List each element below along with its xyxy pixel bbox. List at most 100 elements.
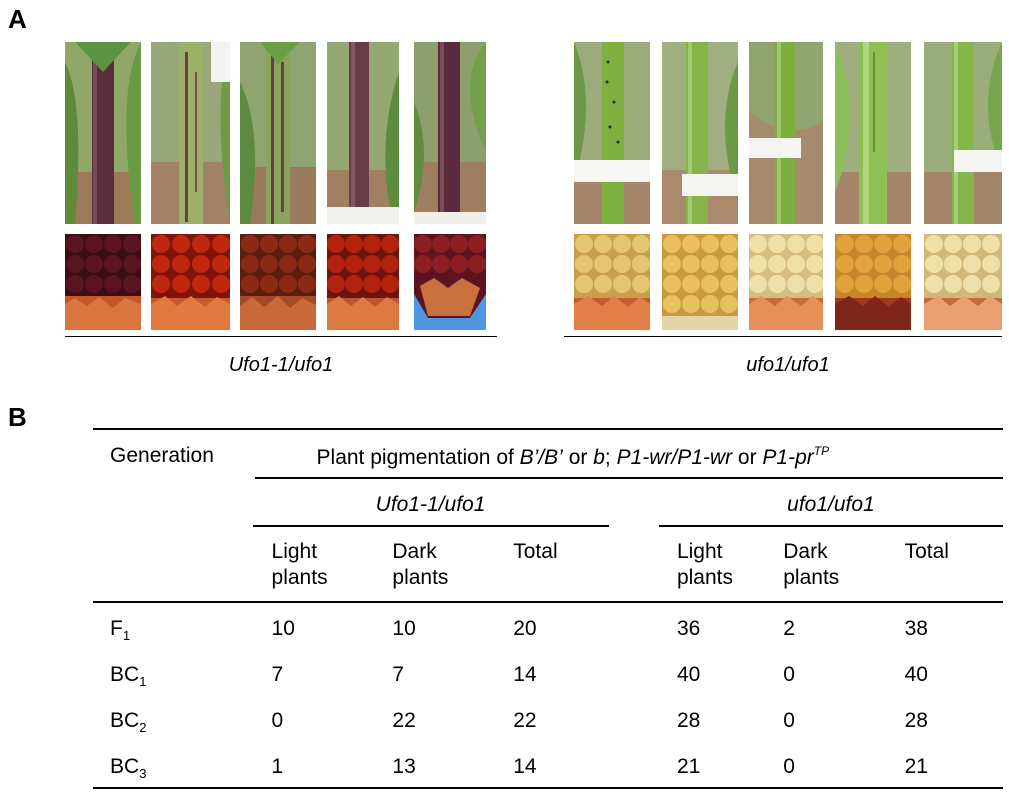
kernel-photo <box>749 234 823 330</box>
genotype-label: ufo1/ufo1 <box>746 354 830 376</box>
col-dark-word: Dark <box>783 540 828 563</box>
cell-left-light: 0 <box>271 709 284 732</box>
cell-right-total: 38 <box>904 617 928 640</box>
kernel-photo <box>835 234 911 330</box>
generation-cell: F1 <box>93 602 255 651</box>
header-row-columns: Light plants Dark plants Total Light plants… <box>93 527 1003 603</box>
header-row-groups: Ufo1-1/ufo1 ufo1/ufo1 <box>93 478 1003 527</box>
cell-right-dark: 0 <box>783 709 795 732</box>
cell-right-dark: 0 <box>783 663 795 686</box>
table-row: BC3 1 13 14 21 0 21 <box>93 743 1003 789</box>
kernel-photo <box>662 234 738 330</box>
group-underline <box>564 336 1002 337</box>
header-allele: P1-wr/P1-wr <box>616 446 733 469</box>
cell-left-light: 7 <box>271 663 284 686</box>
kernel-photo <box>574 234 650 330</box>
stalk-photo <box>240 42 316 224</box>
col-light-word: Light <box>271 540 318 563</box>
header-row-main: Generation Plant pigmentation of B’/B’ o… <box>93 428 1003 479</box>
empty-cell <box>93 527 255 603</box>
stalk-photo <box>327 42 399 224</box>
header-text: ; <box>604 446 617 469</box>
stalk-photo <box>835 42 911 224</box>
col-plants-word: plants <box>783 566 840 589</box>
cell-left-dark: 7 <box>392 663 405 686</box>
kernel-photo <box>414 234 486 330</box>
panel-b-letter: B <box>8 402 27 432</box>
cell-left-total: 14 <box>513 663 537 686</box>
stalk-photo <box>574 42 650 224</box>
cell-right-light: 28 <box>676 709 701 732</box>
kernel-photo <box>924 234 1002 330</box>
cell-left-light: 1 <box>254 743 373 789</box>
stalk-photo <box>151 42 230 224</box>
cell-left-dark: 10 <box>392 617 416 640</box>
col-dark-left: Dark plants <box>372 527 494 603</box>
stalk-photo <box>414 42 486 224</box>
stalk-photo <box>749 42 823 224</box>
stalk-photo <box>924 42 1002 224</box>
cell-right-total: 21 <box>884 743 1003 789</box>
panel-a-letter: A <box>8 4 27 34</box>
cell-right-total: 40 <box>904 663 928 686</box>
header-text: Plant pigmentation of <box>316 446 520 469</box>
header-text: or <box>732 446 763 469</box>
group-right-header: ufo1/ufo1 <box>658 493 1003 527</box>
col-total-right: Total <box>884 527 1003 603</box>
col-total-left: Total <box>493 527 657 603</box>
kernel-photo <box>240 234 316 330</box>
col-dark-right: Dark plants <box>763 527 885 603</box>
col-light-right: Light plants <box>656 527 764 603</box>
generation-cell: BC3 <box>93 743 255 789</box>
col-light-word: Light <box>676 540 723 563</box>
stalk-photo <box>662 42 738 224</box>
cell-right-total: 28 <box>904 709 928 732</box>
pigmentation-header: Plant pigmentation of B’/B’ or b; P1-wr/… <box>254 428 1003 479</box>
col-plants-word: plants <box>392 566 449 589</box>
generation-name: BC <box>110 663 140 686</box>
group-right-cell: ufo1/ufo1 <box>657 478 1003 527</box>
generation-subscript: 1 <box>139 674 147 689</box>
cell-right-dark: 0 <box>763 743 885 789</box>
genotype-label: Ufo1-1/ufo1 <box>228 354 334 376</box>
kernel-photo <box>65 234 141 330</box>
cell-left-total: 22 <box>513 709 537 732</box>
empty-cell <box>93 478 255 527</box>
cell-left-dark: 22 <box>392 709 416 732</box>
group-left-header: Ufo1-1/ufo1 <box>252 493 609 527</box>
table-row: BC2 0 22 22 28 0 28 <box>93 697 1003 743</box>
stalk-photo <box>65 42 141 224</box>
cell-left-total: 20 <box>513 617 537 640</box>
table-row: BC1 7 7 14 40 0 40 <box>93 651 1003 697</box>
kernel-photo <box>151 234 230 330</box>
segregation-table: Generation Plant pigmentation of B’/B’ o… <box>93 428 1003 789</box>
cell-left-light: 10 <box>271 617 295 640</box>
generation-cell: BC1 <box>93 651 255 697</box>
col-dark-word: Dark <box>392 540 437 563</box>
generation-header: Generation <box>93 428 255 478</box>
cell-right-light: 36 <box>676 617 701 640</box>
header-allele: b <box>593 446 605 469</box>
generation-subscript: 2 <box>139 720 147 735</box>
col-plants-word: plants <box>676 566 733 589</box>
header-allele: B’/B’ <box>519 446 563 469</box>
table-row: F1 10 10 20 36 2 38 <box>93 602 1003 651</box>
header-superscript: TP <box>813 444 830 458</box>
header-text: or <box>562 446 594 469</box>
col-light-left: Light plants <box>254 527 373 603</box>
generation-subscript: 3 <box>139 766 147 781</box>
generation-subscript: 1 <box>122 628 131 643</box>
group-left-cell: Ufo1-1/ufo1 <box>252 478 657 527</box>
generation-name: BC <box>110 709 140 732</box>
cell-right-light: 21 <box>656 743 764 789</box>
cell-left-total: 14 <box>493 743 657 789</box>
generation-name: F <box>110 617 123 640</box>
cell-right-light: 40 <box>676 663 701 686</box>
header-allele: P1-pr <box>762 446 814 469</box>
cell-left-dark: 13 <box>372 743 494 789</box>
generation-cell: BC2 <box>93 697 255 743</box>
group-underline <box>65 336 497 337</box>
kernel-photo <box>327 234 399 330</box>
generation-name: BC <box>110 755 140 778</box>
col-plants-word: plants <box>271 566 328 589</box>
